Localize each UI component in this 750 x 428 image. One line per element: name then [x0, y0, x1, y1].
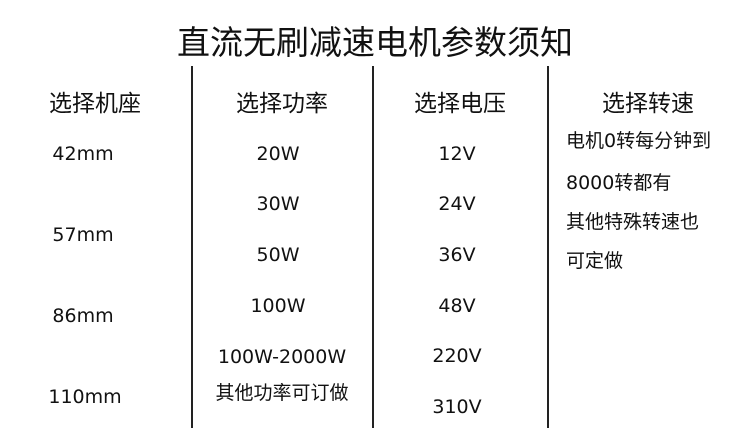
header-speed: 选择转速 [602, 91, 694, 117]
power-item: 30W [256, 193, 300, 215]
power-item: 50W [256, 244, 300, 266]
speed-note-line: 8000转都有 [566, 172, 672, 194]
column-divider [547, 66, 549, 428]
power-item: 100W-2000W [217, 346, 347, 368]
power-item: 其他功率可订做 [215, 382, 349, 404]
voltage-item: 24V [438, 193, 476, 215]
speed-note-line: 其他特殊转速也 [566, 211, 700, 233]
page-title: 直流无刷减速电机参数须知 [177, 23, 573, 62]
voltage-item: 220V [432, 345, 482, 367]
header-voltage: 选择电压 [414, 91, 506, 117]
voltage-item: 36V [438, 244, 476, 266]
frame-size-item: 110mm [48, 386, 122, 408]
frame-size-item: 42mm [52, 143, 114, 165]
voltage-item: 12V [438, 143, 476, 165]
frame-size-item: 57mm [52, 224, 114, 246]
speed-note-line: 电机0转每分钟到 [566, 130, 712, 152]
voltage-item: 310V [432, 396, 482, 418]
voltage-item: 48V [438, 295, 476, 317]
power-item: 100W [250, 295, 306, 317]
column-divider [372, 66, 374, 428]
column-divider [191, 66, 193, 428]
header-frame-size: 选择机座 [49, 91, 141, 117]
speed-note-line: 可定做 [566, 250, 624, 272]
frame-size-item: 86mm [52, 305, 114, 327]
power-item: 20W [256, 143, 300, 165]
header-power: 选择功率 [236, 91, 328, 117]
